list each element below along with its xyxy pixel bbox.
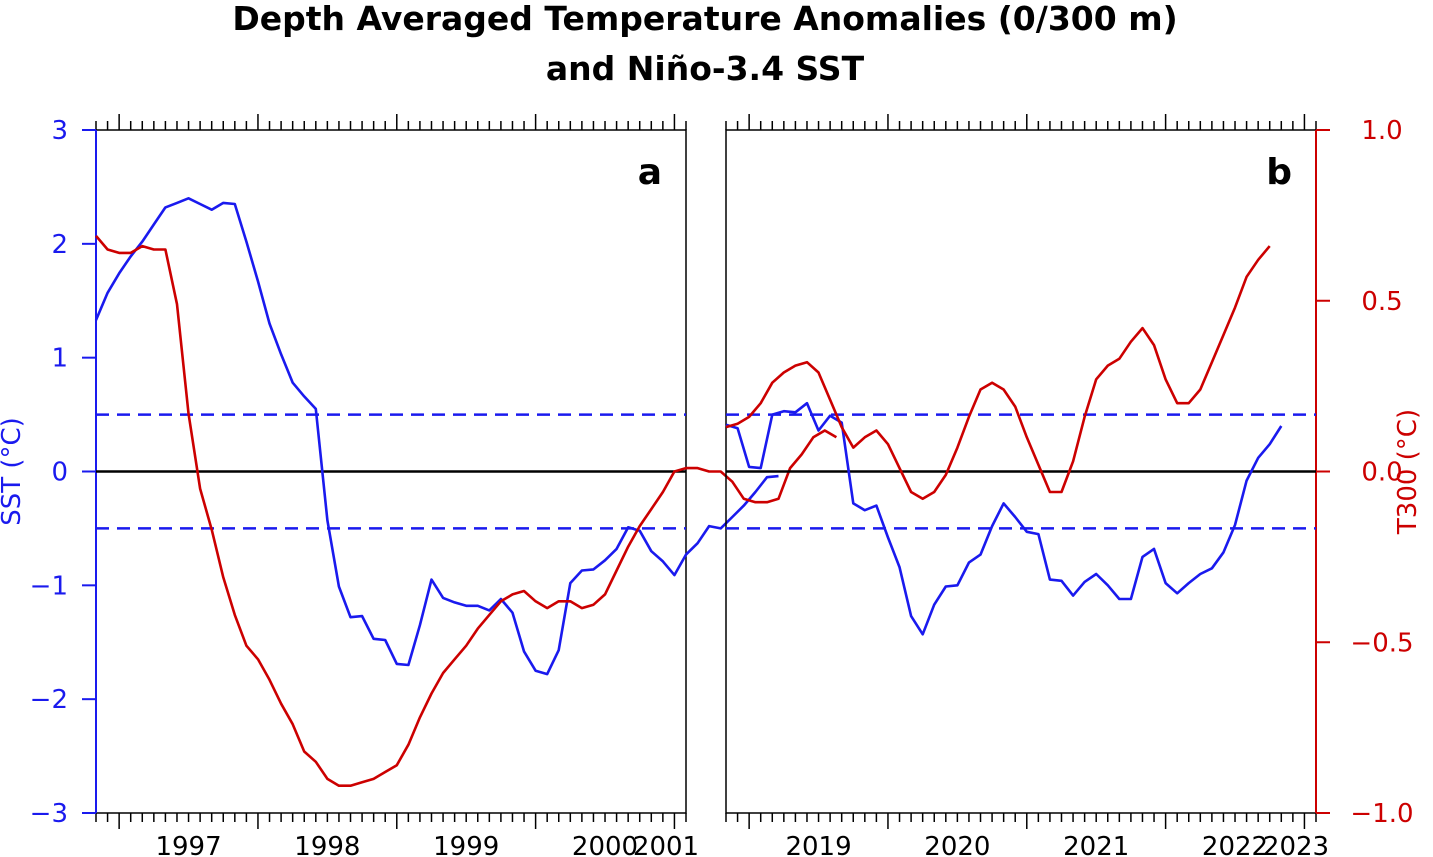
y-left-tick-label: 3 xyxy=(51,116,68,146)
y-left-tick-label: 0 xyxy=(51,458,68,488)
x-tick-label: 2020 xyxy=(924,832,990,857)
sst-series-line xyxy=(94,197,779,676)
y-right-axis-label: T300 (°C) xyxy=(1393,409,1423,535)
y-left-tick-label: −3 xyxy=(30,799,68,829)
x-tick-label: 1999 xyxy=(433,832,499,857)
x-tick-label: 2021 xyxy=(1063,832,1129,857)
x-tick-label: 2019 xyxy=(785,832,851,857)
chart-title-line-2: and Niño-3.4 SST xyxy=(546,49,865,88)
x-tick-label: 1997 xyxy=(155,832,221,857)
y-left-tick-label: −1 xyxy=(30,571,68,601)
t300-series-line xyxy=(725,245,1271,501)
panel-label: a xyxy=(638,152,662,193)
y-left-axis-label: SST (°C) xyxy=(0,417,27,526)
x-tick-label: 2022 xyxy=(1202,832,1268,857)
x-tick-label: 2023 xyxy=(1263,832,1329,857)
sst-series-line xyxy=(725,401,1283,636)
y-right-tick-label: −0.5 xyxy=(1350,628,1413,658)
y-right-tick-label: −1.0 xyxy=(1350,799,1413,829)
x-tick-label: 2000 xyxy=(572,832,638,857)
y-left-tick-label: −2 xyxy=(30,685,68,715)
panel-label: b xyxy=(1266,152,1292,193)
x-tick-label: 1998 xyxy=(294,832,360,857)
y-left-tick-label: 1 xyxy=(51,344,68,374)
y-left-tick-label: 2 xyxy=(51,230,68,260)
y-right-tick-label: 1.0 xyxy=(1361,116,1402,146)
chart-title-line-1: Depth Averaged Temperature Anomalies (0/… xyxy=(232,0,1177,38)
x-tick-label: 2001 xyxy=(633,832,699,857)
y-right-tick-label: 0.0 xyxy=(1361,458,1402,488)
y-right-tick-label: 0.5 xyxy=(1361,287,1402,317)
t300-series-line xyxy=(95,235,838,788)
